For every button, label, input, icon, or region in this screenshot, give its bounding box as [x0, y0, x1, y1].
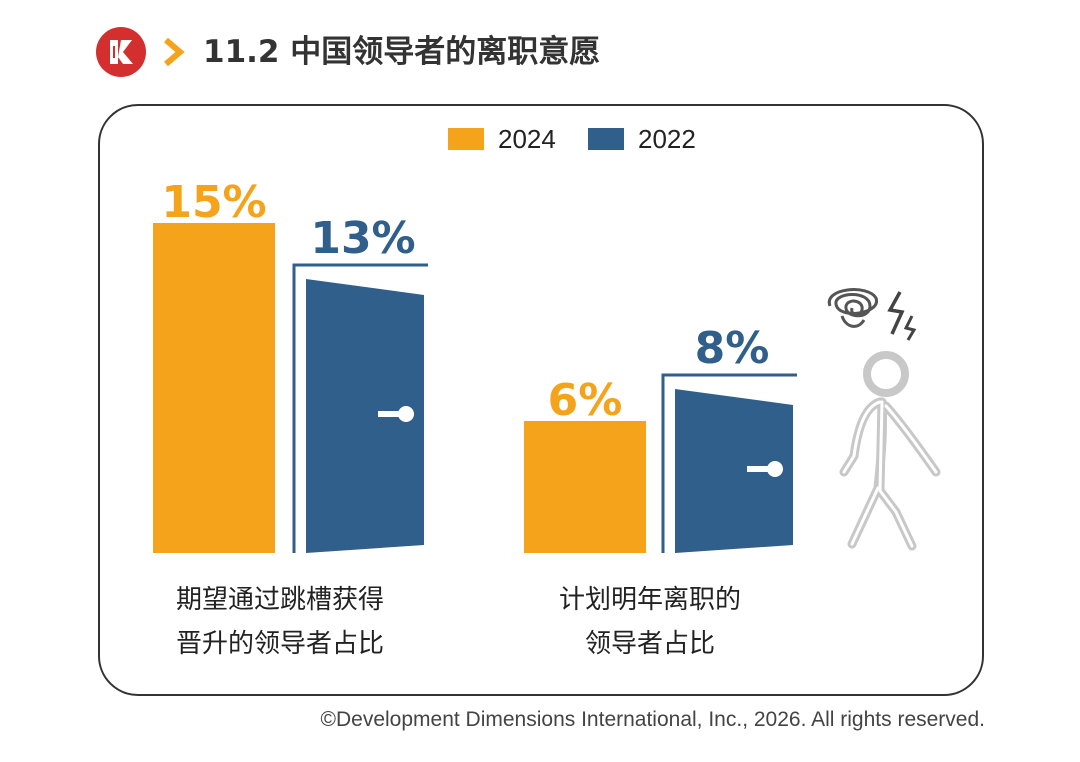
value-label-2024-1: 15%	[161, 177, 266, 228]
bar-2022-2	[675, 389, 793, 553]
door-knob-2022-1	[398, 406, 414, 422]
category-label-2-line-1: 计划明年离职的	[558, 585, 741, 615]
legend-swatch-2022	[588, 128, 624, 150]
category-label-1-line-2: 晋升的领导者占比	[175, 629, 384, 659]
category-label-2: 计划明年离职的 领导者占比	[520, 578, 780, 666]
door-handle-2022-1	[378, 411, 402, 417]
legend-swatch-2024	[448, 128, 484, 150]
legend-label-2022: 2022	[638, 123, 696, 154]
door-handle-2022-2	[747, 466, 771, 472]
legend-item-2022: 2022	[588, 121, 696, 157]
door-knob-2022-2	[767, 461, 783, 477]
category-label-1-line-1: 期望通过跳槽获得	[175, 585, 384, 615]
copyright-notice: ©Development Dimensions International, I…	[320, 708, 985, 731]
bar-2022-1	[306, 279, 424, 553]
legend-item-2024: 2024	[448, 121, 556, 157]
legend-label-2024: 2024	[498, 123, 556, 154]
page-title: 11.2 中国领导者的离职意愿	[203, 34, 601, 70]
value-label-2024-2: 6%	[548, 375, 623, 426]
door-frame-2022-2	[661, 373, 797, 553]
value-label-2022-1: 13%	[310, 213, 415, 264]
bar-2024-1	[153, 223, 275, 553]
category-label-1: 期望通过跳槽获得 晋升的领导者占比	[140, 578, 420, 666]
category-label-2-line-2: 领导者占比	[584, 629, 715, 659]
ddi-logo-icon	[96, 27, 146, 77]
chevron-right-icon	[164, 37, 185, 67]
chart-panel	[98, 104, 984, 696]
value-label-2022-2: 8%	[695, 323, 770, 374]
door-frame-2022-1	[292, 263, 428, 553]
bar-2024-2	[524, 421, 646, 553]
stressed-walking-person-icon	[827, 288, 941, 551]
